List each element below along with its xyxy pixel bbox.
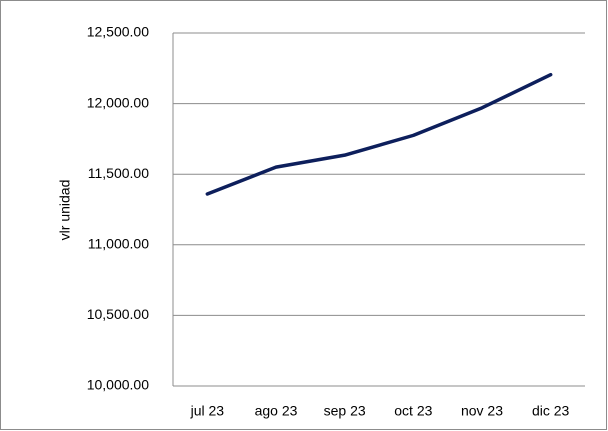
y-tick-label: 11,500.00 (88, 165, 149, 181)
y-tick-label: 10,000.00 (87, 377, 149, 393)
line-series (205, 72, 553, 196)
x-tick-label: oct 23 (394, 403, 432, 419)
x-tick-label: dic 23 (532, 403, 570, 419)
y-tick-label: 11,000.00 (88, 236, 149, 252)
y-tick-label: 10,500.00 (87, 306, 149, 322)
x-tick-label: jul 23 (190, 403, 225, 419)
x-tick-label: nov 23 (461, 403, 503, 419)
y-tick-label: 12,500.00 (87, 24, 149, 40)
y-tick-label: 12,000.00 (87, 94, 149, 110)
x-tick-label: ago 23 (255, 403, 298, 419)
x-tick-label: sep 23 (324, 403, 366, 419)
y-axis-label: vlr unidad (57, 180, 73, 241)
